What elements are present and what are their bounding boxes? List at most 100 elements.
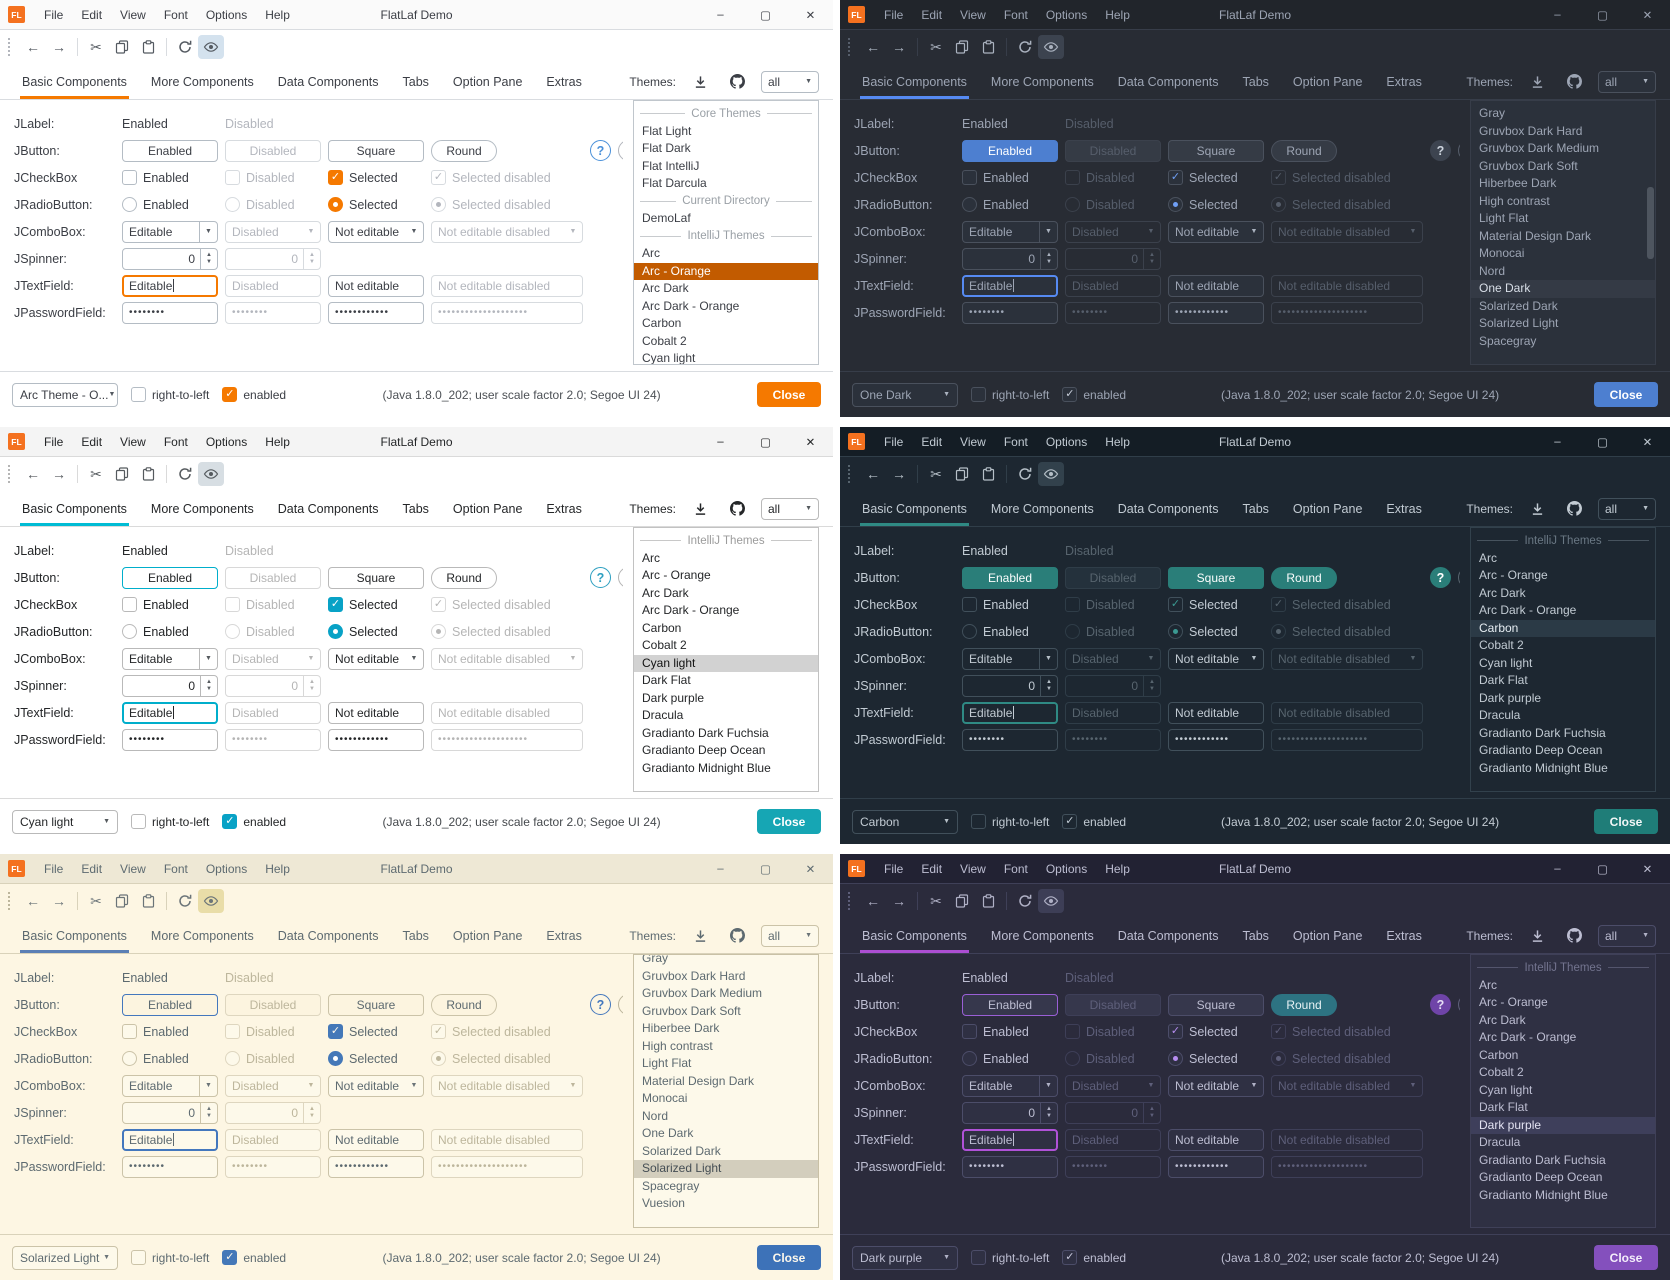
- jpasswordfield[interactable]: ••••••••••••••••••••: [1271, 301, 1423, 324]
- copy-button[interactable]: [109, 889, 135, 913]
- jcombobox-disabled[interactable]: Disabled ▼: [1065, 220, 1161, 243]
- help-icon[interactable]: ?: [590, 140, 611, 161]
- minimize-button[interactable]: –: [717, 862, 724, 875]
- github-icon[interactable]: [1561, 497, 1587, 521]
- paste-button[interactable]: [135, 462, 161, 486]
- theme-list-item[interactable]: Gradianto Deep Ocean: [642, 743, 766, 757]
- theme-select[interactable]: Arc Theme - O... ▼: [12, 382, 118, 407]
- jtextfield-not-editable[interactable]: Not editable: [328, 1128, 424, 1151]
- theme-list-item[interactable]: Solarized Light: [1479, 316, 1559, 330]
- jpasswordfield[interactable]: ••••••••: [122, 1155, 218, 1178]
- menubar-item-view[interactable]: View: [120, 7, 146, 22]
- radio-selected[interactable]: [328, 1051, 343, 1066]
- menubar-item-font[interactable]: Font: [163, 7, 188, 22]
- theme-list-item-selected[interactable]: Arc - Orange: [634, 262, 818, 280]
- jtextfield-disabled[interactable]: Disabled: [225, 701, 321, 724]
- maximize-button[interactable]: ▢: [760, 436, 771, 449]
- theme-list[interactable]: IntelliJ Themes Arc Arc - Orange Arc Dark Ar…: [1470, 527, 1656, 792]
- minimize-button[interactable]: –: [1554, 435, 1561, 448]
- checkbox-enabled[interactable]: [122, 170, 137, 185]
- jbutton-enabled[interactable]: Enabled: [122, 139, 218, 162]
- jtextfield-disabled[interactable]: Disabled: [1065, 1128, 1161, 1151]
- tab-basic-components[interactable]: Basic Components: [850, 918, 979, 953]
- help-icon-disabled[interactable]: ?: [1458, 567, 1460, 588]
- theme-list-item[interactable]: Material Design Dark: [642, 1073, 755, 1088]
- tab-basic-components[interactable]: Basic Components: [10, 918, 139, 953]
- theme-list-item[interactable]: Cobalt 2: [1479, 1065, 1524, 1079]
- jtextfield-editable[interactable]: Editable: [122, 1128, 218, 1151]
- back-button[interactable]: ←: [866, 39, 880, 55]
- radio-disabled[interactable]: [225, 624, 240, 639]
- theme-list[interactable]: Gray Gruvbox Dark Hard Gruvbox Dark Medium…: [1470, 100, 1656, 365]
- jpasswordfield[interactable]: ••••••••••••••••••••: [1271, 1155, 1423, 1178]
- radio-disabled[interactable]: [1065, 624, 1080, 639]
- theme-list-item[interactable]: Gradianto Dark Fuchsia: [1479, 1152, 1606, 1167]
- jbutton-enabled[interactable]: Enabled: [962, 139, 1058, 162]
- radio-enabled[interactable]: [122, 624, 137, 639]
- menubar-item-view[interactable]: View: [960, 861, 986, 876]
- forward-button[interactable]: →: [52, 893, 66, 909]
- refresh-button[interactable]: [172, 462, 198, 486]
- refresh-button[interactable]: [172, 889, 198, 913]
- close-window-button[interactable]: ✕: [805, 436, 816, 449]
- theme-list-item[interactable]: Cyan light: [1479, 1082, 1533, 1097]
- radio-disabled[interactable]: [1065, 197, 1080, 212]
- menubar-item-edit[interactable]: Edit: [81, 861, 103, 876]
- jtextfield-editable[interactable]: Editable: [962, 1128, 1058, 1151]
- jspinner[interactable]: 0 ▲ ▼: [122, 247, 218, 270]
- theme-list-item[interactable]: Arc - Orange: [1479, 568, 1548, 582]
- tab-option-pane[interactable]: Option Pane: [452, 502, 523, 516]
- github-icon[interactable]: [1561, 924, 1587, 948]
- maximize-button[interactable]: ▢: [760, 9, 771, 22]
- enabled-checkbox[interactable]: ✓: [222, 814, 238, 829]
- tab-basic-components[interactable]: Basic Components: [10, 491, 139, 526]
- checkbox-selected[interactable]: ✓: [328, 170, 343, 185]
- cut-button[interactable]: ✂: [930, 38, 942, 55]
- help-icon-disabled[interactable]: ?: [1458, 994, 1460, 1015]
- theme-list-item[interactable]: Gruvbox Dark Medium: [642, 986, 763, 1000]
- tab-option-pane[interactable]: Option Pane: [1292, 929, 1363, 943]
- jspinner[interactable]: 0 ▲ ▼: [122, 1101, 218, 1124]
- jbutton-round[interactable]: Round: [1271, 566, 1337, 589]
- tab-extras[interactable]: Extras: [1386, 502, 1422, 516]
- theme-list-item[interactable]: Light Flat: [642, 1056, 692, 1070]
- jbutton-enabled[interactable]: Enabled: [962, 993, 1058, 1016]
- help-icon[interactable]: ?: [1430, 994, 1451, 1015]
- jpasswordfield[interactable]: ••••••••••••••••••••: [431, 728, 583, 751]
- download-themes-icon[interactable]: [1524, 924, 1550, 948]
- menubar-item-file[interactable]: File: [884, 861, 904, 876]
- theme-select[interactable]: Cyan light ▼: [12, 809, 118, 834]
- theme-list-item[interactable]: DemoLaf: [642, 211, 691, 225]
- show-toggle[interactable]: [1038, 35, 1064, 59]
- theme-list-item[interactable]: Flat IntelliJ: [642, 158, 700, 173]
- help-icon-disabled[interactable]: ?: [618, 994, 623, 1015]
- theme-list-item[interactable]: Arc: [642, 550, 660, 565]
- jbutton-round[interactable]: Round: [1271, 139, 1337, 162]
- jcombobox-editable[interactable]: Editable ▼: [962, 1074, 1058, 1097]
- github-icon[interactable]: [724, 70, 750, 94]
- cut-button[interactable]: ✂: [90, 465, 102, 482]
- maximize-button[interactable]: ▢: [760, 863, 771, 876]
- rtl-checkbox[interactable]: [971, 814, 986, 829]
- jcombobox-editable[interactable]: Editable ▼: [122, 647, 218, 670]
- theme-list-item[interactable]: Vuesion: [642, 1196, 685, 1210]
- theme-list-item[interactable]: Cyan light: [642, 351, 696, 365]
- theme-list-item[interactable]: Arc Dark - Orange: [1479, 603, 1577, 617]
- jpasswordfield[interactable]: ••••••••••••••••••••: [1271, 728, 1423, 751]
- theme-list[interactable]: Core Themes Flat Light Flat Dark Flat Intel…: [633, 100, 819, 365]
- checkbox-disabled[interactable]: [1065, 1024, 1080, 1039]
- back-button[interactable]: ←: [866, 466, 880, 482]
- theme-select[interactable]: Solarized Light ▼: [12, 1245, 118, 1270]
- maximize-button[interactable]: ▢: [1597, 436, 1608, 449]
- checkbox-enabled[interactable]: [122, 597, 137, 612]
- theme-list-item[interactable]: Cobalt 2: [642, 333, 687, 348]
- close-window-button[interactable]: ✕: [805, 863, 816, 876]
- theme-list-item[interactable]: Cyan light: [1479, 655, 1533, 670]
- forward-button[interactable]: →: [892, 466, 906, 482]
- close-button[interactable]: Close: [757, 1245, 821, 1270]
- tab-data-components[interactable]: Data Components: [1117, 502, 1219, 516]
- jbutton-enabled[interactable]: Enabled: [962, 566, 1058, 589]
- jtextfield-editable[interactable]: Editable: [122, 274, 218, 297]
- jtextfield-not-editable-disabled[interactable]: Not editable disabled: [431, 701, 583, 724]
- jpasswordfield[interactable]: ••••••••: [962, 1155, 1058, 1178]
